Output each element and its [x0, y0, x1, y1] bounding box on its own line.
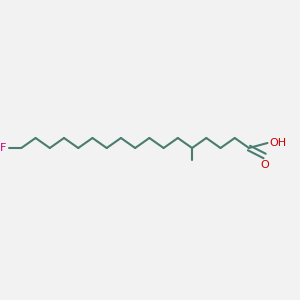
Text: OH: OH [269, 138, 286, 148]
Text: F: F [0, 143, 7, 153]
Text: O: O [260, 160, 269, 170]
